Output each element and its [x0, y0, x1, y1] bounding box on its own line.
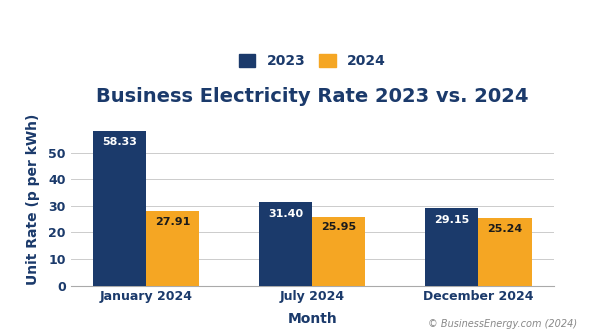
Bar	[312, 216, 365, 286]
Legend: 2023, 2024: 2023, 2024	[239, 54, 386, 68]
Text: 29.15: 29.15	[434, 215, 469, 225]
Bar	[259, 202, 312, 286]
Bar	[92, 130, 146, 286]
Bar	[425, 208, 478, 286]
Y-axis label: Unit Rate (p per kWh): Unit Rate (p per kWh)	[26, 114, 40, 285]
Bar	[478, 218, 532, 286]
Text: 27.91: 27.91	[155, 217, 190, 227]
Title: Business Electricity Rate 2023 vs. 2024: Business Electricity Rate 2023 vs. 2024	[96, 87, 528, 106]
Text: 31.40: 31.40	[268, 209, 303, 219]
Text: 58.33: 58.33	[102, 137, 137, 147]
Text: © BusinessEnergy.com (2024): © BusinessEnergy.com (2024)	[428, 319, 577, 329]
Bar	[146, 211, 199, 286]
Text: 25.24: 25.24	[488, 224, 522, 234]
Text: 25.95: 25.95	[321, 222, 356, 232]
X-axis label: Month: Month	[287, 312, 337, 326]
